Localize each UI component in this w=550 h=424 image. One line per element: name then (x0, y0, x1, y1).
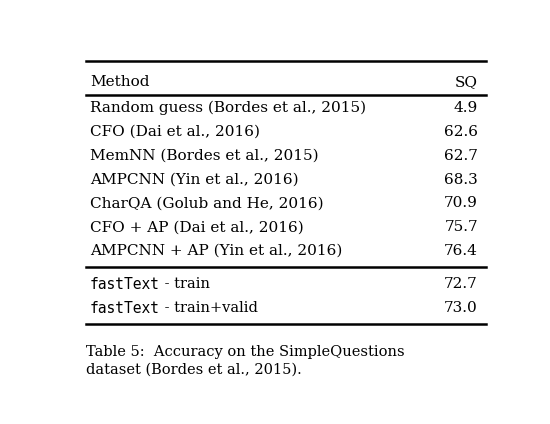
Text: CFO (Dai et al., 2016): CFO (Dai et al., 2016) (90, 125, 260, 139)
Text: 62.6: 62.6 (444, 125, 478, 139)
Text: 75.7: 75.7 (444, 220, 478, 234)
Text: Random guess (Bordes et al., 2015): Random guess (Bordes et al., 2015) (90, 101, 366, 115)
Text: 4.9: 4.9 (454, 101, 478, 115)
Text: - train+valid: - train+valid (160, 301, 258, 315)
Text: fastText: fastText (90, 301, 160, 316)
Text: - train: - train (160, 277, 210, 291)
Text: CFO + AP (Dai et al., 2016): CFO + AP (Dai et al., 2016) (90, 220, 304, 234)
Text: 73.0: 73.0 (444, 301, 478, 315)
Text: 72.7: 72.7 (444, 277, 478, 291)
Text: 68.3: 68.3 (444, 173, 478, 187)
Text: dataset (Bordes et al., 2015).: dataset (Bordes et al., 2015). (86, 363, 301, 377)
Text: fastText: fastText (90, 277, 160, 292)
Text: AMPCNN (Yin et al., 2016): AMPCNN (Yin et al., 2016) (90, 173, 299, 187)
Text: Table 5:  Accuracy on the SimpleQuestions: Table 5: Accuracy on the SimpleQuestions (86, 345, 404, 359)
Text: 76.4: 76.4 (444, 244, 478, 258)
Text: SQ: SQ (455, 75, 478, 89)
Text: 70.9: 70.9 (444, 196, 478, 210)
Text: 62.7: 62.7 (444, 149, 478, 163)
Text: CharQA (Golub and He, 2016): CharQA (Golub and He, 2016) (90, 196, 324, 210)
Text: MemNN (Bordes et al., 2015): MemNN (Bordes et al., 2015) (90, 149, 318, 163)
Text: AMPCNN + AP (Yin et al., 2016): AMPCNN + AP (Yin et al., 2016) (90, 244, 343, 258)
Text: Method: Method (90, 75, 150, 89)
